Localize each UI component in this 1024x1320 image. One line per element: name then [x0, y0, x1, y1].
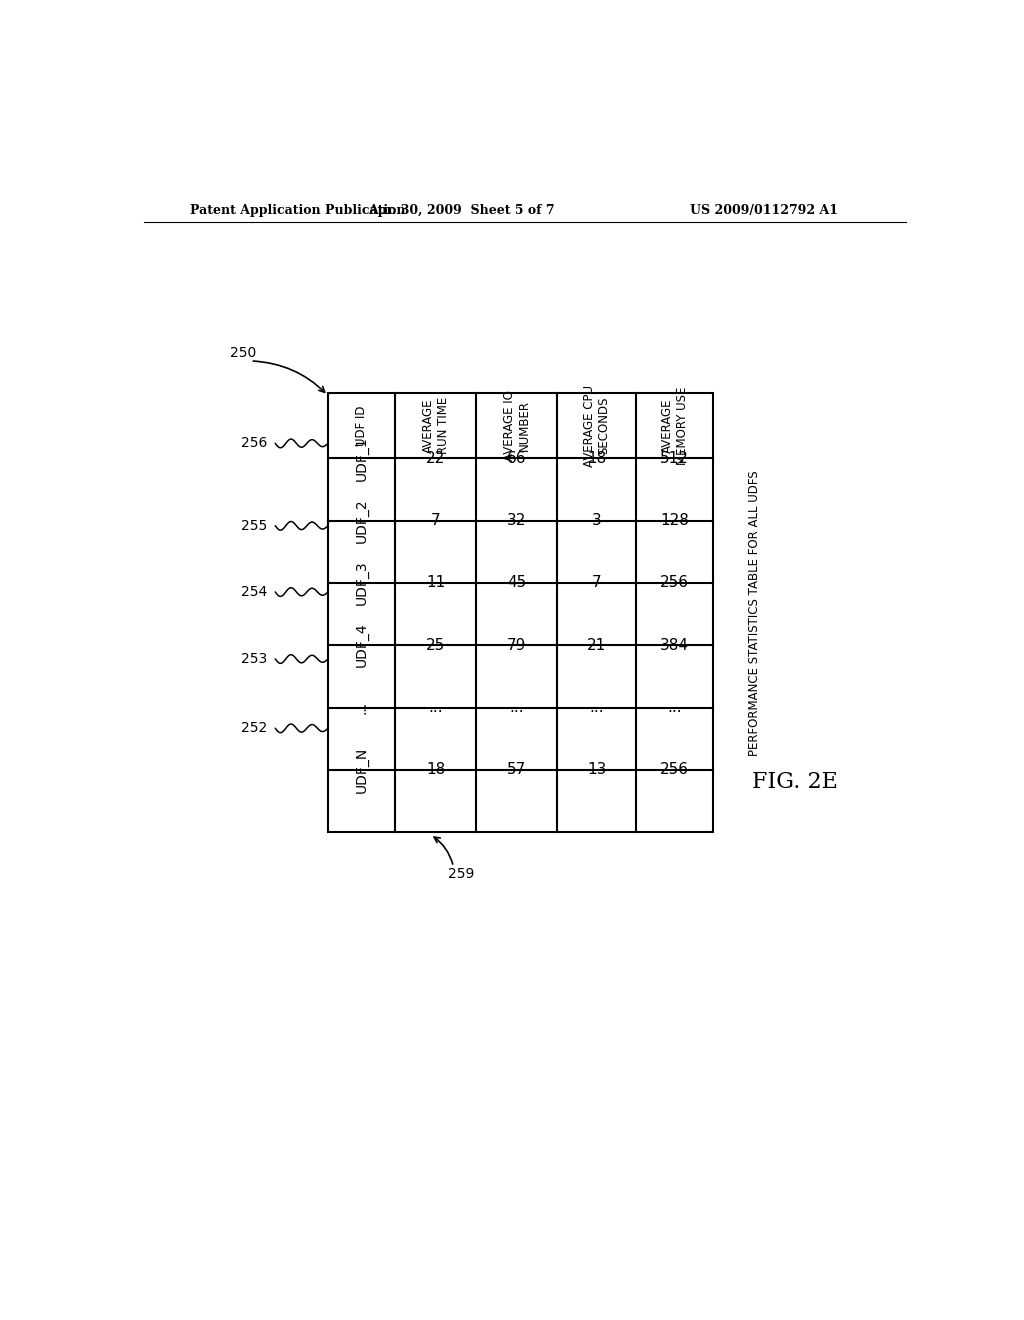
- Text: 18: 18: [426, 763, 445, 777]
- Text: 7: 7: [592, 576, 601, 590]
- Text: AVERAGE CPU
SECONDS: AVERAGE CPU SECONDS: [583, 384, 610, 467]
- Text: 32: 32: [507, 513, 526, 528]
- Text: 256: 256: [241, 437, 267, 450]
- Text: 57: 57: [507, 763, 526, 777]
- Text: FIG. 2E: FIG. 2E: [752, 771, 838, 793]
- Text: 66: 66: [507, 450, 526, 466]
- Text: 45: 45: [507, 576, 526, 590]
- Text: 256: 256: [660, 576, 689, 590]
- Text: 512: 512: [660, 450, 689, 466]
- Text: 13: 13: [587, 763, 606, 777]
- Text: 128: 128: [660, 513, 689, 528]
- Text: UDF_2: UDF_2: [354, 498, 369, 543]
- Text: 250: 250: [229, 346, 256, 360]
- Text: UDF_1: UDF_1: [354, 436, 369, 480]
- Text: PERFORMANCE STATISTICS TABLE FOR ALL UDFS: PERFORMANCE STATISTICS TABLE FOR ALL UDF…: [748, 470, 761, 755]
- Text: Patent Application Publication: Patent Application Publication: [190, 205, 406, 218]
- FancyArrowPatch shape: [253, 362, 325, 392]
- Text: 25: 25: [426, 638, 445, 652]
- Text: AVERAGE IO
NUMBER: AVERAGE IO NUMBER: [503, 391, 530, 461]
- Bar: [328, 393, 713, 832]
- Text: ...: ...: [509, 700, 524, 715]
- Text: 7: 7: [431, 513, 440, 528]
- Text: 22: 22: [426, 450, 445, 466]
- Text: 3: 3: [592, 513, 601, 528]
- Text: 18: 18: [587, 450, 606, 466]
- Text: 384: 384: [660, 638, 689, 652]
- Text: UDF ID: UDF ID: [355, 405, 369, 446]
- Text: UDF_N: UDF_N: [354, 747, 369, 793]
- Text: 256: 256: [660, 763, 689, 777]
- Text: AVERAGE
MEMORY USE: AVERAGE MEMORY USE: [660, 387, 688, 465]
- Text: UDF_3: UDF_3: [354, 561, 369, 605]
- Text: Apr. 30, 2009  Sheet 5 of 7: Apr. 30, 2009 Sheet 5 of 7: [368, 205, 555, 218]
- Text: 252: 252: [242, 721, 267, 735]
- Text: ...: ...: [668, 700, 682, 715]
- Text: 254: 254: [242, 585, 267, 599]
- Text: US 2009/0112792 A1: US 2009/0112792 A1: [689, 205, 838, 218]
- Text: UDF_4: UDF_4: [354, 623, 369, 668]
- Text: 79: 79: [507, 638, 526, 652]
- Text: 255: 255: [242, 519, 267, 533]
- Text: ...: ...: [428, 700, 443, 715]
- Text: 11: 11: [426, 576, 445, 590]
- Text: ...: ...: [354, 701, 369, 714]
- Text: 253: 253: [242, 652, 267, 665]
- Text: 259: 259: [449, 867, 474, 882]
- Text: ...: ...: [589, 700, 604, 715]
- Text: 21: 21: [587, 638, 606, 652]
- FancyArrowPatch shape: [434, 837, 453, 865]
- Text: AVERAGE
RUN TIME: AVERAGE RUN TIME: [422, 397, 450, 454]
